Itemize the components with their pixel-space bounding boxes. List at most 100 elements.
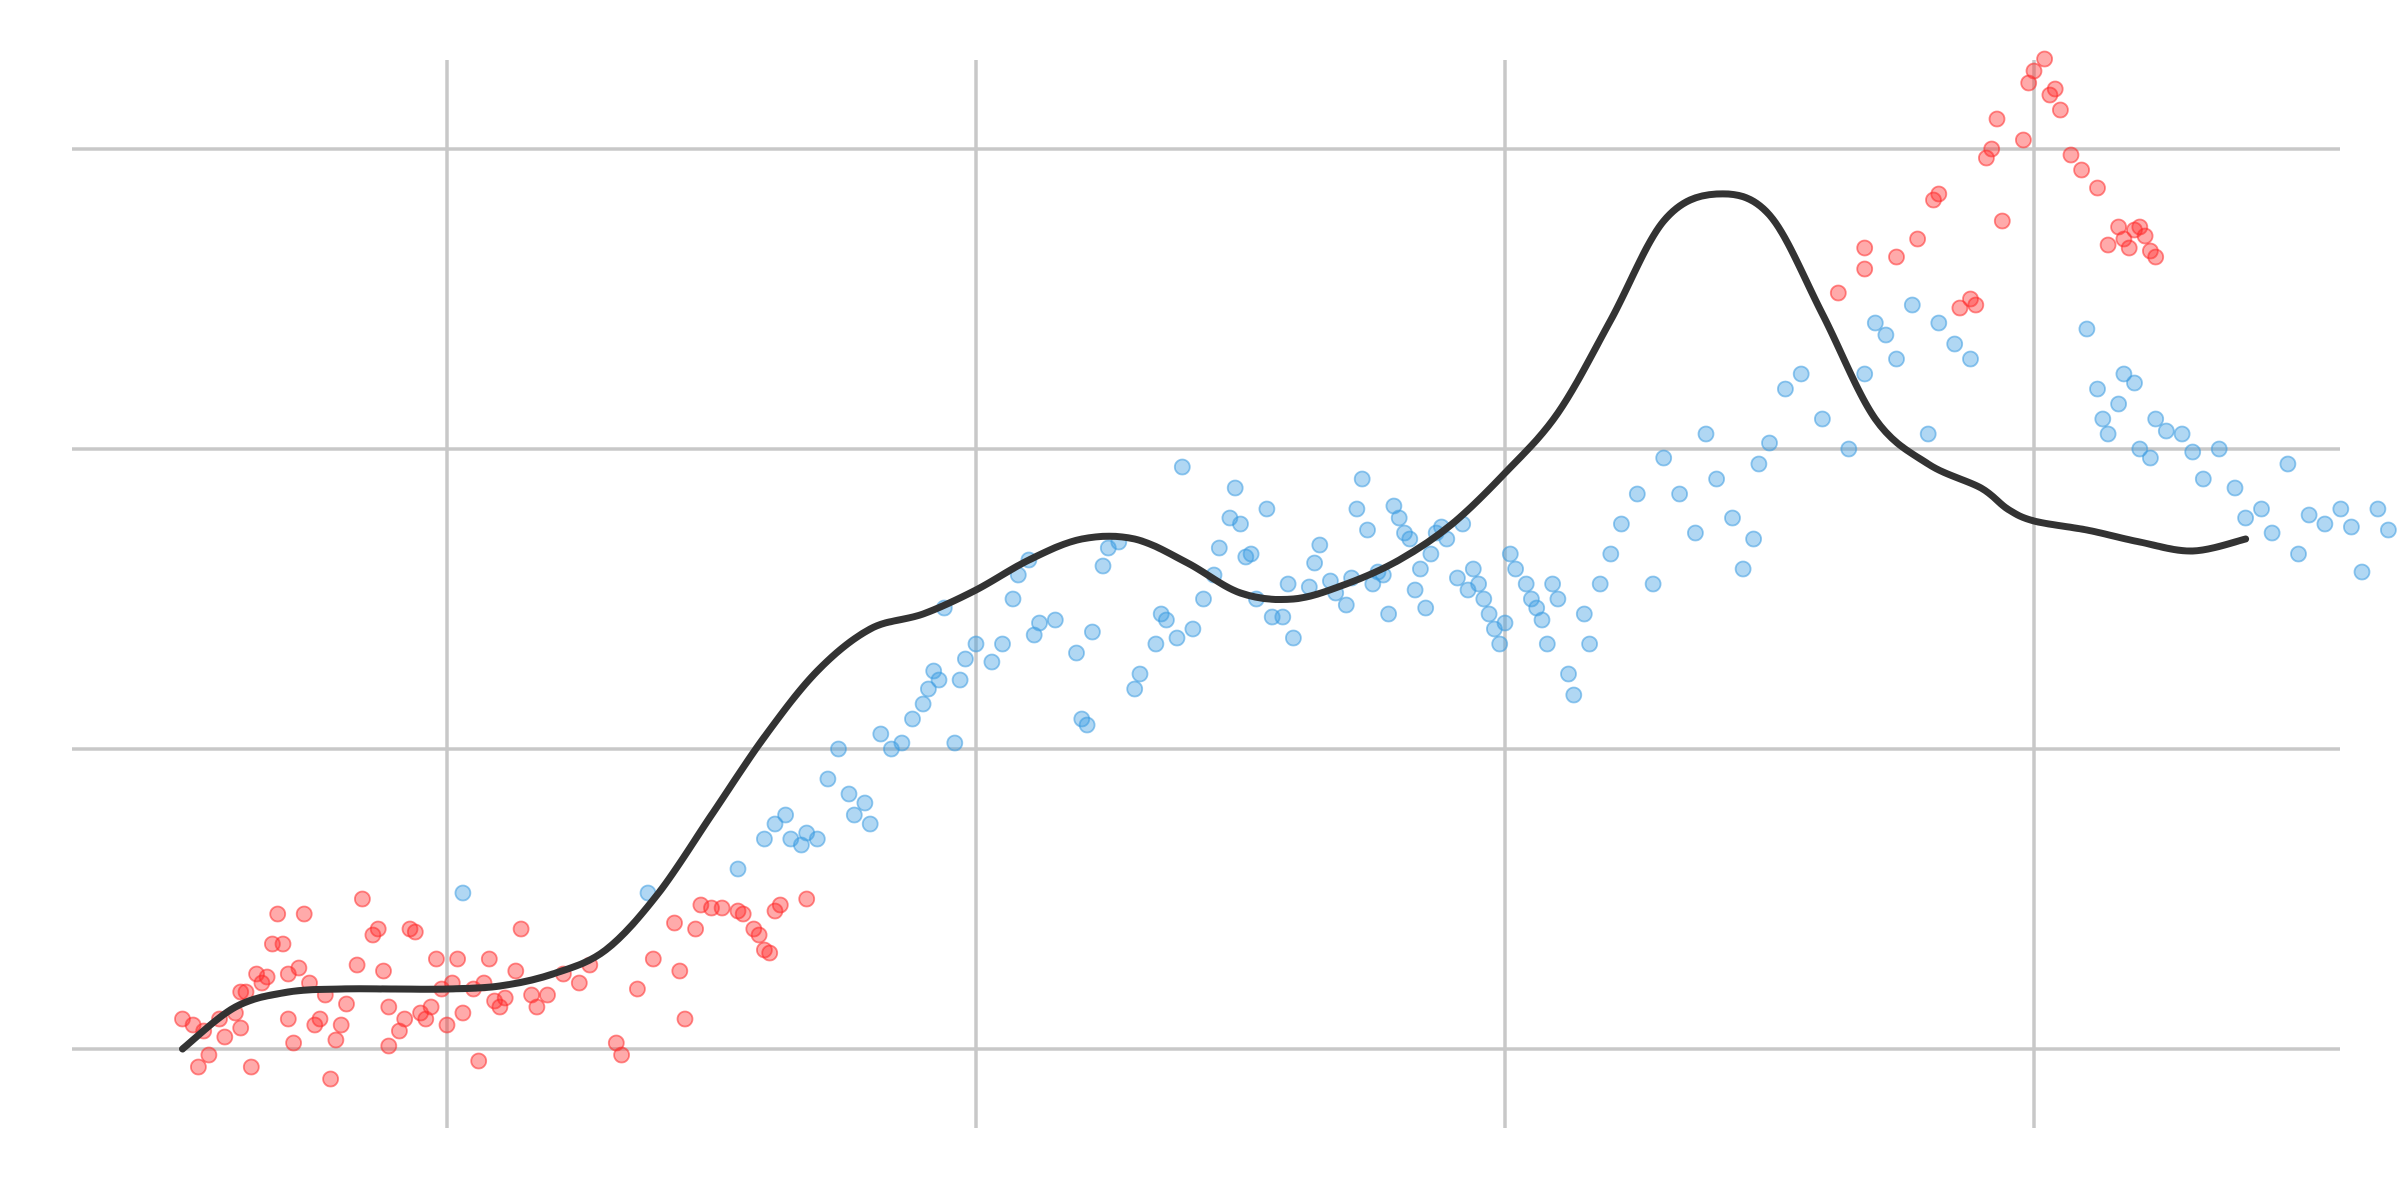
- normal-point-152: [2157, 422, 2175, 440]
- normal-point-0: [454, 884, 472, 902]
- normal-point-5: [777, 806, 794, 824]
- normal-point-147: [2115, 365, 2133, 383]
- normal-point-26: [951, 671, 969, 689]
- normal-point-140: [1946, 335, 1964, 353]
- normal-point-56: [1226, 479, 1244, 497]
- normal-point-145: [2099, 425, 2117, 443]
- normal-point-65: [1285, 629, 1302, 647]
- normal-point-37: [1068, 644, 1085, 662]
- normal-point-142: [2078, 320, 2096, 338]
- normal-point-165: [2332, 500, 2350, 518]
- highlight-point-87: [1856, 260, 1874, 278]
- normal-point-167: [2353, 563, 2371, 581]
- normal-point-84: [1406, 581, 1424, 599]
- normal-point-29: [983, 653, 1001, 671]
- normal-point-134: [1866, 314, 1884, 332]
- normal-point-146: [2110, 395, 2128, 413]
- highlight-point-16: [269, 905, 287, 923]
- normal-point-15: [861, 815, 879, 833]
- highlight-point-112: [2115, 230, 2133, 248]
- highlight-point-82: [761, 944, 779, 962]
- normal-point-168: [2369, 500, 2387, 518]
- highlight-point-29: [332, 1016, 350, 1034]
- normal-point-61: [1258, 500, 1276, 518]
- highlight-point-86: [1829, 284, 1847, 302]
- normal-point-108: [1544, 575, 1561, 593]
- normal-point-36: [1046, 611, 1064, 629]
- normal-point-64: [1279, 575, 1297, 593]
- gridlines: [72, 60, 2340, 1128]
- normal-point-39: [1078, 716, 1096, 734]
- highlight-point-14: [258, 968, 276, 986]
- normal-point-125: [1734, 560, 1752, 578]
- normal-point-163: [2300, 506, 2318, 524]
- normal-point-130: [1792, 365, 1810, 383]
- normal-point-119: [1655, 449, 1673, 467]
- normal-point-20: [914, 695, 932, 713]
- normal-point-132: [1840, 440, 1858, 458]
- highlight-point-107: [2062, 146, 2080, 164]
- normal-point-27: [957, 650, 974, 668]
- normal-point-94: [1464, 560, 1482, 578]
- highlight-point-50: [454, 1004, 472, 1022]
- normal-point-100: [1496, 614, 1514, 632]
- normal-point-124: [1724, 509, 1741, 527]
- highlight-point-47: [438, 1016, 456, 1034]
- highlight-point-90: [1909, 230, 1926, 248]
- normal-point-143: [2089, 380, 2106, 398]
- highlight-point-25: [311, 1010, 329, 1028]
- highlight-point-56: [491, 998, 509, 1016]
- highlight-point-71: [671, 962, 689, 980]
- normal-point-73: [1348, 500, 1366, 518]
- normal-point-128: [1761, 434, 1778, 452]
- highlight-point-103: [2036, 50, 2053, 68]
- normal-point-25: [946, 734, 964, 752]
- trend-line: [179, 190, 2250, 1053]
- highlight-point-45: [427, 950, 445, 968]
- highlight-point-37: [380, 1037, 398, 1055]
- normal-point-104: [1523, 590, 1540, 608]
- normal-point-120: [1671, 485, 1688, 503]
- normal-point-10: [819, 770, 837, 788]
- normal-point-31: [1004, 590, 1022, 608]
- normal-point-107: [1538, 635, 1556, 653]
- normal-point-141: [1962, 350, 1979, 368]
- normal-point-161: [2279, 455, 2297, 473]
- normal-point-9: [808, 830, 826, 848]
- normal-point-106: [1533, 611, 1551, 629]
- highlight-point-20: [285, 1034, 303, 1052]
- normal-point-71: [1337, 596, 1355, 614]
- normal-point-115: [1602, 545, 1620, 563]
- normal-point-129: [1777, 380, 1794, 398]
- highlight-point-31: [348, 956, 366, 974]
- normal-point-149: [2131, 440, 2149, 458]
- highlight-point-115: [2131, 218, 2149, 236]
- normal-point-164: [2316, 515, 2334, 533]
- normal-point-118: [1644, 575, 1662, 593]
- normal-point-51: [1184, 620, 1202, 638]
- highlight-point-113: [2120, 239, 2138, 257]
- highlight-point-4: [200, 1046, 218, 1064]
- normal-point-85: [1412, 560, 1429, 578]
- normal-point-28: [967, 635, 985, 653]
- normal-point-4: [766, 815, 784, 833]
- normal-point-103: [1517, 575, 1535, 593]
- highlight-point-44: [422, 998, 440, 1016]
- highlight-point-106: [2051, 101, 2069, 119]
- normal-point-169: [2379, 521, 2397, 539]
- normal-point-87: [1422, 545, 1440, 563]
- normal-point-123: [1708, 470, 1725, 488]
- normal-point-114: [1591, 575, 1609, 593]
- normal-point-49: [1168, 629, 1186, 647]
- highlight-point-32: [353, 890, 371, 908]
- highlight-point-109: [2089, 179, 2106, 197]
- highlight-point-80: [750, 926, 768, 944]
- normal-point-151: [2147, 410, 2165, 428]
- highlight-point-52: [470, 1052, 488, 1070]
- highlight-point-93: [1951, 299, 1969, 317]
- normal-point-158: [2237, 509, 2255, 527]
- normal-point-135: [1877, 326, 1895, 344]
- highlight-point-97: [1983, 140, 2001, 158]
